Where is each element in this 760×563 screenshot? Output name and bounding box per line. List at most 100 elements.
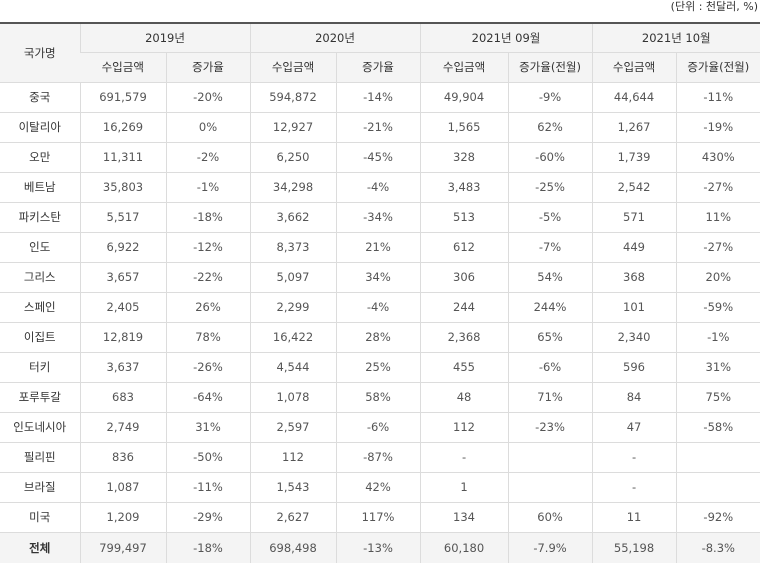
growth-rate-cell: 60% <box>507 502 593 533</box>
growth-rate-cell: -27% <box>675 232 760 263</box>
growth-rate-cell: 11% <box>675 202 760 233</box>
growth-rate-cell: -26% <box>165 352 251 383</box>
growth-rate-cell: -4% <box>335 292 421 323</box>
import-amount-cell: 16,422 <box>249 322 337 353</box>
table-row: 그리스 3,657 -22% 5,097 34% 306 54% 368 20% <box>0 262 760 293</box>
import-amount-cell: 455 <box>419 352 509 383</box>
import-amount-cell: 1,565 <box>419 112 509 143</box>
table-row: 스페인 2,405 26% 2,299 -4% 244 244% 101 -59% <box>0 292 760 323</box>
table-row: 인도네시아 2,749 31% 2,597 -6% 112 -23% 47 -58% <box>0 412 760 443</box>
table-header: 국가명 2019년 2020년 2021년 09월 2021년 10월 수입금액… <box>0 23 760 83</box>
table-row: 이집트 12,819 78% 16,422 28% 2,368 65% 2,340 -1% <box>0 322 760 353</box>
import-amount-cell: - <box>591 472 677 503</box>
total-cell: -8.3% <box>675 531 760 563</box>
import-amount-cell: 2,749 <box>79 412 166 443</box>
country-name: 중국 <box>0 82 80 113</box>
import-statistics-table: 국가명 2019년 2020년 2021년 09월 2021년 10월 수입금액… <box>0 22 760 563</box>
total-row: 전체 799,497 -18% 698,498 -13% 60,180 -7.9… <box>0 531 760 563</box>
total-cell: 55,198 <box>591 531 677 563</box>
table-row: 파키스탄 5,517 -18% 3,662 -34% 513 -5% 571 11% <box>0 202 760 233</box>
import-amount-cell: 84 <box>591 382 677 413</box>
growth-rate-cell: -20% <box>165 82 251 113</box>
import-amount-cell: 571 <box>591 202 677 233</box>
import-amount-cell: 836 <box>79 442 166 473</box>
import-amount-cell: 8,373 <box>249 232 337 263</box>
country-name: 미국 <box>0 502 80 533</box>
growth-rate-cell: 31% <box>675 352 760 383</box>
import-amount-cell: 2,340 <box>591 322 677 353</box>
import-amount-cell: 2,627 <box>249 502 337 533</box>
growth-rate-cell: 117% <box>335 502 421 533</box>
import-amount-cell: 6,922 <box>79 232 166 263</box>
growth-rate-cell: -19% <box>675 112 760 143</box>
table-row: 중국 691,579 -20% 594,872 -14% 49,904 -9% 44,644-… <box>0 82 760 113</box>
import-amount-cell: 112 <box>419 412 509 443</box>
growth-rate-cell <box>675 442 760 473</box>
growth-rate-cell: 21% <box>335 232 421 263</box>
header-growth-rate: 증가율(전월) <box>675 52 760 83</box>
import-amount-cell: - <box>591 442 677 473</box>
import-amount-cell: 44,644 <box>591 82 677 113</box>
import-amount-cell: 2,597 <box>249 412 337 443</box>
growth-rate-cell: -25% <box>507 172 593 203</box>
header-import-amount: 수입금액 <box>419 52 509 83</box>
header-growth-rate: 증가율 <box>335 52 421 83</box>
import-amount-cell: 34,298 <box>249 172 337 203</box>
import-amount-cell: - <box>419 442 509 473</box>
growth-rate-cell: -11% <box>675 82 760 113</box>
growth-rate-cell: -92% <box>675 502 760 533</box>
import-amount-cell: 35,803 <box>79 172 166 203</box>
growth-rate-cell: 78% <box>165 322 251 353</box>
header-import-amount: 수입금액 <box>591 52 677 83</box>
import-amount-cell: 4,544 <box>249 352 337 383</box>
table-row: 터키 3,637 -26% 4,544 25% 455 -6% 596 31% <box>0 352 760 383</box>
import-amount-cell: 2,542 <box>591 172 677 203</box>
country-name: 이탈리아 <box>0 112 80 143</box>
growth-rate-cell: 430% <box>675 142 760 173</box>
total-label: 전체 <box>0 531 80 563</box>
import-amount-cell: 683 <box>79 382 166 413</box>
growth-rate-cell: -7% <box>507 232 593 263</box>
growth-rate-cell: -29% <box>165 502 251 533</box>
growth-rate-cell: -11% <box>165 472 251 503</box>
growth-rate-cell: 20% <box>675 262 760 293</box>
growth-rate-cell: -9% <box>507 82 593 113</box>
country-name: 필리핀 <box>0 442 80 473</box>
growth-rate-cell: 0% <box>165 112 251 143</box>
table-row: 베트남 35,803 -1% 34,298 -4% 3,483 -25% 2,542 -27% <box>0 172 760 203</box>
import-amount-cell: 48 <box>419 382 509 413</box>
country-name: 브라질 <box>0 472 80 503</box>
header-growth-rate: 증가율 <box>165 52 251 83</box>
total-cell: 60,180 <box>419 531 509 563</box>
header-period-2020: 2020년 <box>249 23 421 53</box>
growth-rate-cell: -6% <box>507 352 593 383</box>
table-row: 브라질 1,087 -11% 1,543 42% 1 - <box>0 472 760 503</box>
growth-rate-cell: -2% <box>165 142 251 173</box>
growth-rate-cell: -23% <box>507 412 593 443</box>
import-amount-cell: 112 <box>249 442 337 473</box>
growth-rate-cell <box>507 442 593 473</box>
growth-rate-cell: -5% <box>507 202 593 233</box>
growth-rate-cell: -14% <box>335 82 421 113</box>
import-amount-cell: 244 <box>419 292 509 323</box>
growth-rate-cell: 58% <box>335 382 421 413</box>
growth-rate-cell: 26% <box>165 292 251 323</box>
growth-rate-cell <box>507 472 593 503</box>
import-amount-cell: 1,078 <box>249 382 337 413</box>
import-amount-cell: 16,269 <box>79 112 166 143</box>
import-amount-cell: 2,368 <box>419 322 509 353</box>
import-amount-cell: 594,872 <box>249 82 337 113</box>
import-amount-cell: 47 <box>591 412 677 443</box>
country-name: 파키스탄 <box>0 202 80 233</box>
import-amount-cell: 2,405 <box>79 292 166 323</box>
import-amount-cell: 3,657 <box>79 262 166 293</box>
import-amount-cell: 449 <box>591 232 677 263</box>
import-amount-cell: 691,579 <box>79 82 166 113</box>
table-row: 필리핀 836 -50% 112 -87% - - <box>0 442 760 473</box>
import-amount-cell: 596 <box>591 352 677 383</box>
country-name: 오만 <box>0 142 80 173</box>
country-name: 인도 <box>0 232 80 263</box>
growth-rate-cell: -1% <box>675 322 760 353</box>
table-row: 오만 11,311 -2% 6,250 -45% 328 -60% 1,739 430% <box>0 142 760 173</box>
growth-rate-cell: 75% <box>675 382 760 413</box>
